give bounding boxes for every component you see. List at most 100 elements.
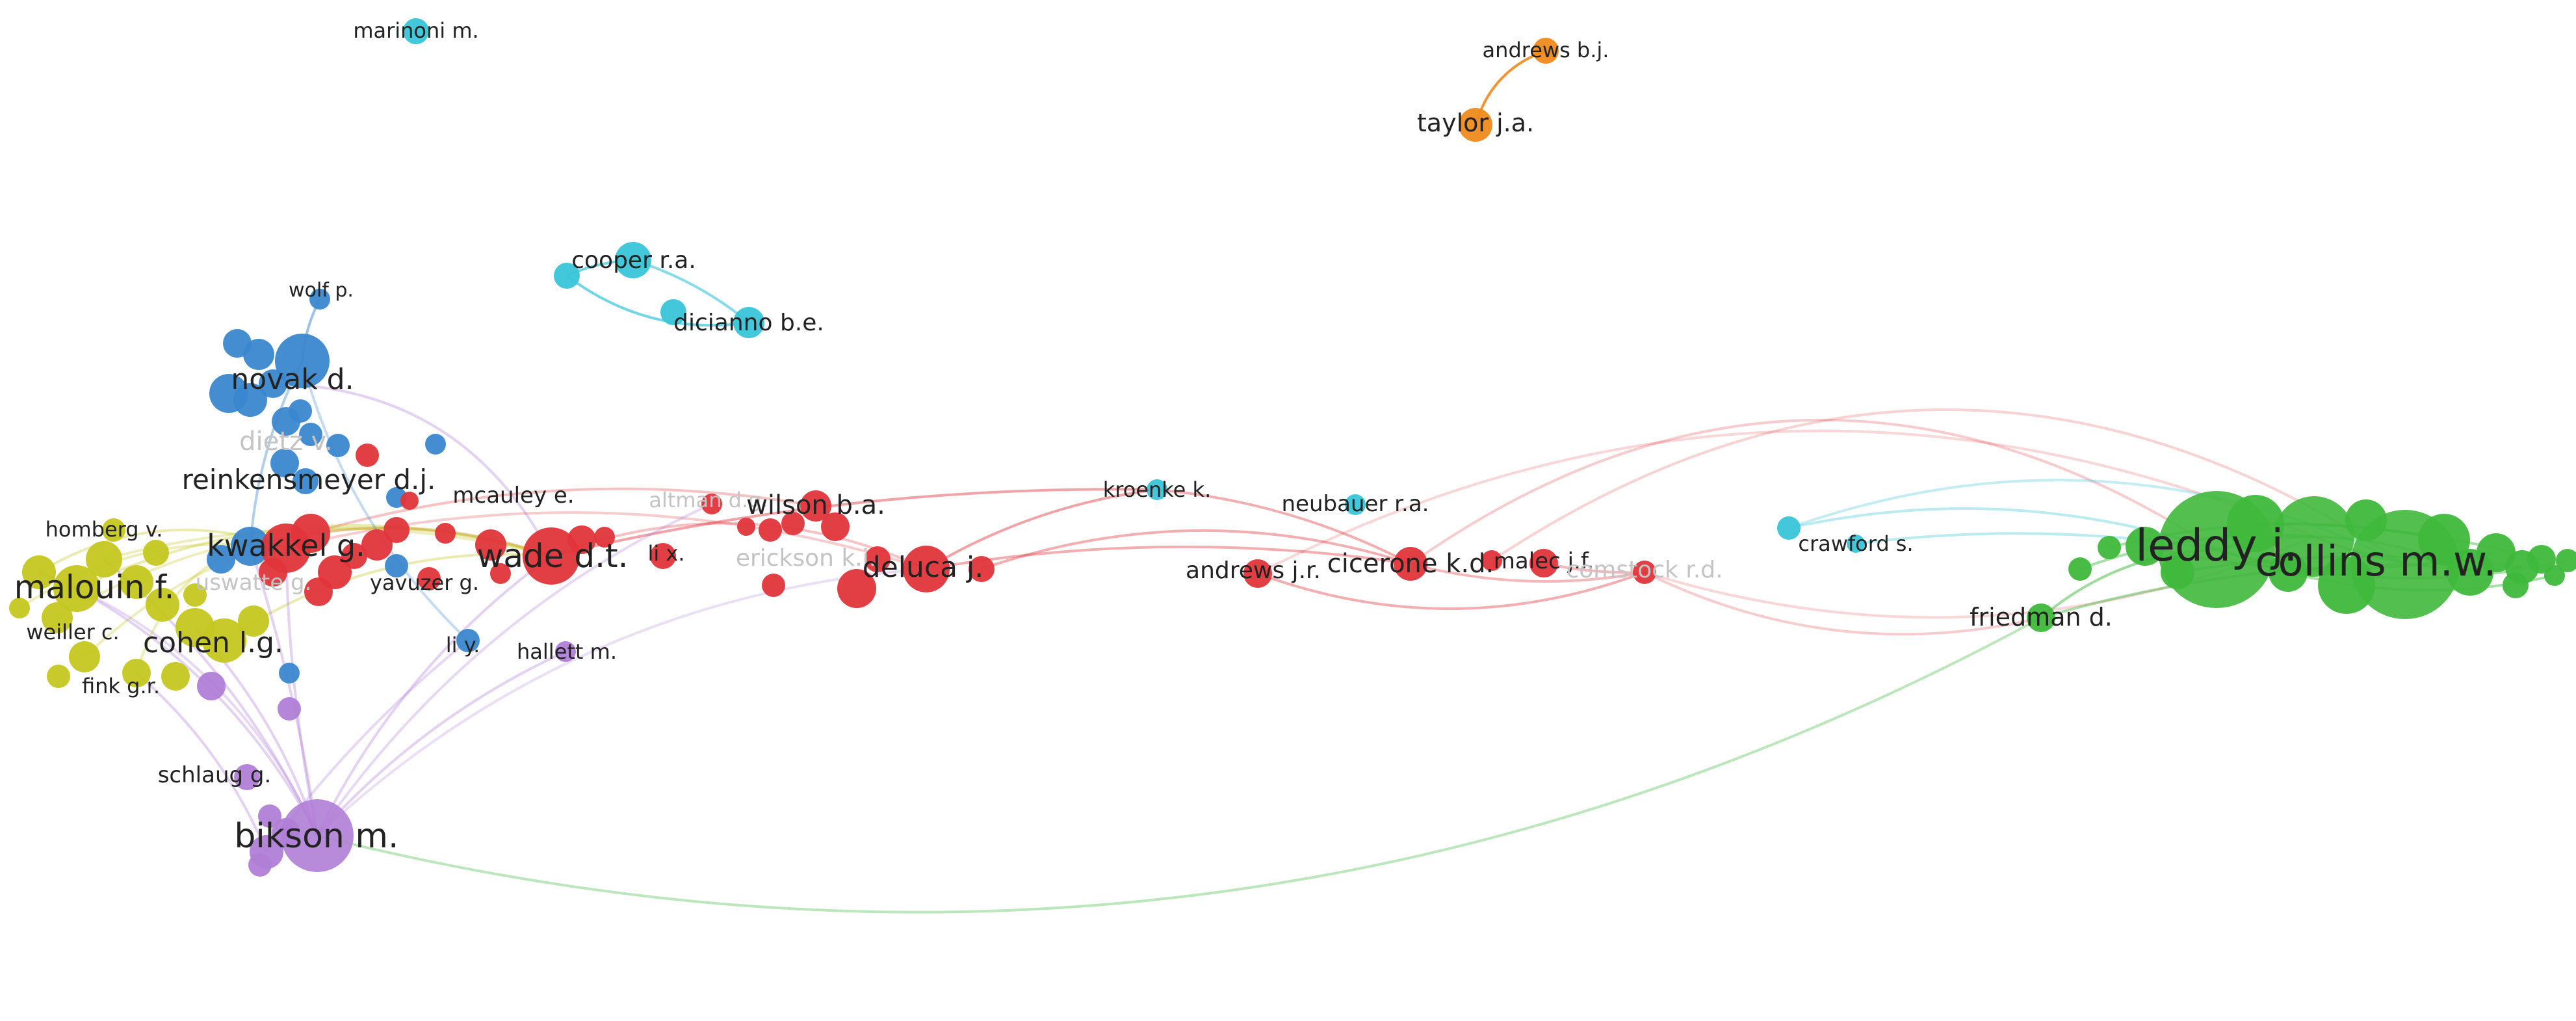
node-blue-7[interactable]: [275, 334, 330, 388]
node-blue-9[interactable]: [243, 339, 274, 370]
node-green-103[interactable]: [2345, 499, 2387, 541]
node-blue-23[interactable]: [207, 545, 235, 574]
node-green-94[interactable]: [2318, 557, 2375, 614]
node-green-100[interactable]: [2527, 545, 2556, 574]
node-purple-86[interactable]: [258, 804, 281, 828]
node-cyan-87[interactable]: [1147, 479, 1167, 500]
node-red-55[interactable]: [523, 527, 580, 585]
node-purple-85[interactable]: [555, 641, 576, 662]
node-label-deluca[interactable]: deluca j.: [863, 551, 983, 584]
node-yellow-42[interactable]: [143, 540, 169, 566]
node-label-andrews-bj[interactable]: andrews b.j.: [1483, 38, 1609, 62]
node-cyan-88[interactable]: [1345, 494, 1366, 515]
node-yellow-41[interactable]: [102, 518, 125, 542]
node-red-67[interactable]: [865, 546, 891, 572]
node-red-57[interactable]: [594, 527, 615, 548]
node-label-altman[interactable]: altman d.g.: [649, 488, 768, 512]
node-label-schlaug[interactable]: schlaug g.: [158, 762, 272, 788]
node-green-95[interactable]: [2227, 495, 2284, 552]
node-red-74[interactable]: [1633, 561, 1656, 584]
node-red-62[interactable]: [781, 512, 805, 535]
node-purple-83[interactable]: [197, 672, 226, 700]
node-red-48[interactable]: [384, 517, 410, 543]
node-red-71[interactable]: [1394, 547, 1427, 581]
node-blue-15[interactable]: [272, 407, 300, 436]
node-red-72[interactable]: [1481, 550, 1502, 571]
node-red-76[interactable]: [304, 577, 333, 606]
node-label-malec[interactable]: malec j.f.: [1494, 548, 1594, 574]
node-yellow-27[interactable]: [53, 565, 100, 612]
node-yellow-32[interactable]: [42, 602, 73, 633]
node-green-106[interactable]: [2068, 557, 2092, 581]
node-blue-19[interactable]: [293, 468, 319, 494]
node-label-crawford[interactable]: crawford s.: [1798, 531, 1913, 556]
node-label-dietz[interactable]: dietz v.: [239, 427, 333, 457]
node-red-70[interactable]: [1243, 559, 1272, 588]
node-blue-17[interactable]: [326, 434, 350, 457]
node-red-60[interactable]: [737, 518, 755, 536]
node-blue-22[interactable]: [231, 527, 270, 566]
node-label-cicerone[interactable]: cicerone k.d.: [1327, 549, 1494, 579]
node-yellow-30[interactable]: [120, 565, 153, 599]
node-yellow-31[interactable]: [146, 588, 179, 622]
node-cyan-89[interactable]: [1777, 516, 1801, 540]
node-orange-0[interactable]: [1533, 38, 1559, 64]
node-orange-1[interactable]: [1459, 108, 1492, 142]
node-label-fink[interactable]: fink g.r.: [82, 674, 160, 698]
node-yellow-38[interactable]: [161, 662, 190, 691]
node-red-58[interactable]: [650, 543, 676, 569]
node-purple-78[interactable]: [281, 799, 354, 872]
node-green-107[interactable]: [2027, 603, 2055, 632]
node-green-105[interactable]: [2098, 536, 2121, 559]
node-label-li-x[interactable]: li x.: [647, 541, 684, 566]
node-red-54[interactable]: [490, 563, 511, 584]
node-red-64[interactable]: [821, 512, 850, 541]
node-red-66[interactable]: [837, 569, 876, 608]
node-purple-80[interactable]: [272, 818, 300, 847]
node-yellow-34[interactable]: [202, 618, 246, 663]
node-yellow-28[interactable]: [22, 555, 56, 589]
node-cyan-3[interactable]: [615, 242, 651, 278]
node-red-52[interactable]: [417, 567, 441, 590]
node-label-novak[interactable]: novak d.: [231, 363, 354, 396]
node-label-leddy[interactable]: leddy j.: [2135, 520, 2297, 572]
node-red-50[interactable]: [400, 492, 419, 510]
node-blue-16[interactable]: [299, 423, 322, 446]
node-label-andrews-jr[interactable]: andrews j.r.: [1186, 557, 1321, 584]
node-yellow-39[interactable]: [238, 605, 269, 637]
node-blue-18[interactable]: [270, 449, 299, 477]
node-red-45[interactable]: [291, 514, 330, 553]
node-red-68[interactable]: [903, 546, 950, 592]
node-green-108[interactable]: [2503, 572, 2529, 598]
node-blue-26[interactable]: [279, 663, 300, 683]
node-purple-82[interactable]: [234, 764, 260, 790]
node-blue-25[interactable]: [456, 629, 480, 652]
node-label-wilson[interactable]: wilson b.a.: [746, 490, 885, 520]
node-blue-20[interactable]: [425, 434, 446, 455]
node-label-collins[interactable]: collins m.w.: [2255, 538, 2496, 586]
node-green-110[interactable]: [2161, 555, 2194, 589]
node-label-yavuzer[interactable]: yavuzer g.: [370, 570, 479, 595]
node-green-96[interactable]: [2418, 514, 2470, 566]
node-yellow-35[interactable]: [69, 641, 100, 672]
node-green-102[interactable]: [2269, 553, 2308, 592]
node-label-cohen[interactable]: cohen l.g.: [143, 626, 283, 659]
node-cyan-90[interactable]: [1847, 535, 1865, 553]
node-purple-84[interactable]: [278, 697, 301, 721]
node-label-reinkensmeyer[interactable]: reinkensmeyer d.j.: [182, 464, 436, 496]
node-label-neubauer[interactable]: neubauer r.a.: [1282, 491, 1429, 517]
node-label-friedman[interactable]: friedman d.: [1970, 603, 2113, 631]
node-label-kroenke[interactable]: kroenke k.: [1103, 477, 1211, 502]
node-green-104[interactable]: [2126, 527, 2165, 566]
node-cyan-2[interactable]: [403, 18, 429, 44]
node-label-comstock[interactable]: comstock r.d.: [1566, 557, 1723, 583]
node-red-77[interactable]: [341, 543, 367, 569]
node-label-mcauley[interactable]: mcauley e.: [452, 483, 574, 509]
node-yellow-40[interactable]: [9, 598, 30, 618]
node-cyan-4[interactable]: [554, 263, 580, 289]
node-red-63[interactable]: [800, 490, 831, 522]
node-label-dicianno[interactable]: dicianno b.e.: [673, 310, 824, 336]
node-label-homberg[interactable]: homberg v.: [46, 517, 163, 542]
node-label-kwakkel[interactable]: kwakkel g.: [207, 528, 365, 563]
node-yellow-29[interactable]: [86, 541, 122, 577]
